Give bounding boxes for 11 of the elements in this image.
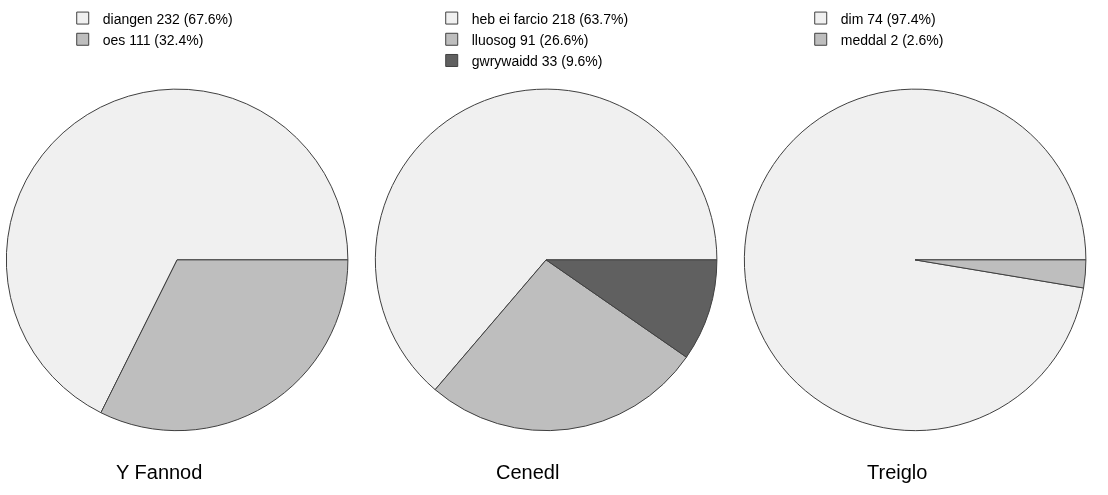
text: Cenedl <box>496 461 560 483</box>
text: Y Fannod <box>116 461 203 483</box>
legend-label: heb ei farcio 218 (63.7%) <box>471 10 629 27</box>
legend-label: dim 74 (97.4%) <box>840 10 936 27</box>
legend-label: diangen 232 (67.6%) <box>102 10 233 27</box>
legend-label: gwrywaidd 33 (9.6%) <box>471 52 603 69</box>
legend-label: oes 111 (32.4%) <box>102 31 204 48</box>
pie-slice <box>744 88 1087 432</box>
legend-label: lluosog 91 (26.6%) <box>471 31 589 48</box>
text: Treiglo <box>867 461 928 483</box>
legend-label: meddal 2 (2.6%) <box>840 31 944 48</box>
